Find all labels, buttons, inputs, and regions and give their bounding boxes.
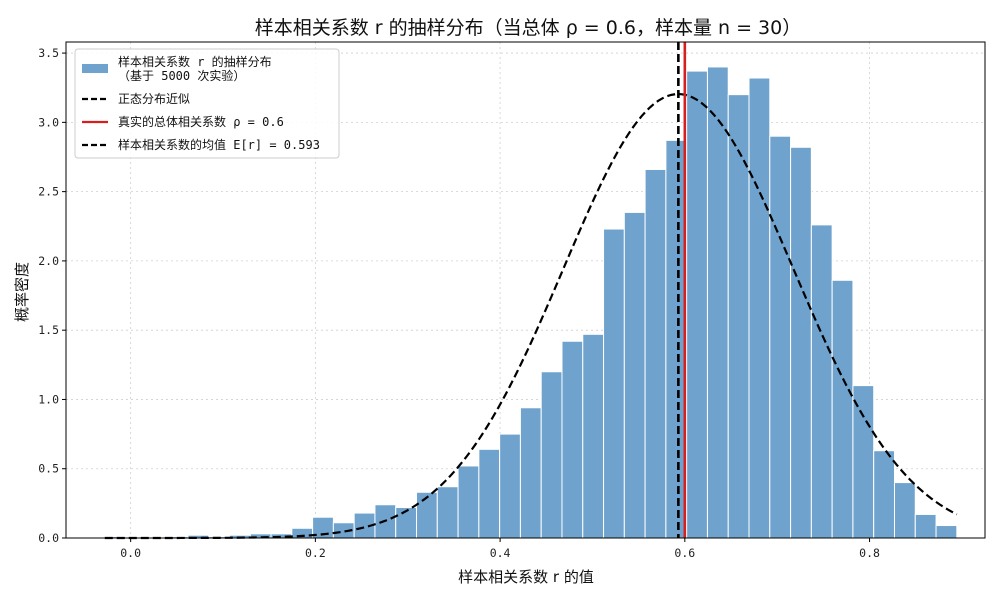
y-tick-label: 2.5 bbox=[38, 185, 59, 199]
histogram-bar bbox=[769, 135, 792, 539]
overlay-lines bbox=[104, 42, 958, 540]
histogram-bar bbox=[748, 77, 771, 539]
histogram-bar bbox=[457, 465, 480, 539]
x-tick-label: 0.2 bbox=[305, 546, 326, 560]
x-tick-label: 0.6 bbox=[674, 546, 695, 560]
y-tick-label: 0.0 bbox=[38, 531, 59, 545]
histogram-bar bbox=[436, 486, 459, 539]
axis-ticks: 0.0 0.2 0.4 0.6 0.8 0.0 0.5 1.0 1.5 2.0 2.5 3.0 3.5 bbox=[38, 46, 880, 560]
legend: 样本相关系数 r 的抽样分布（基于 5000 次实验） 正态分布近似真实的总体相关… bbox=[74, 48, 340, 159]
legend-label-mean-r: 样本相关系数的均值 E[r] = 0.593 bbox=[118, 137, 320, 152]
histogram-bar bbox=[810, 224, 833, 539]
histogram-bar bbox=[831, 279, 854, 539]
chart-title: 样本相关系数 r 的抽样分布（当总体 ρ = 0.6，样本量 n = 30） bbox=[255, 17, 801, 39]
histogram-bar bbox=[914, 513, 937, 539]
y-tick-label: 1.5 bbox=[38, 323, 59, 337]
histogram-bar bbox=[873, 450, 895, 539]
legend-box bbox=[74, 48, 340, 159]
legend-label-normal: 正态分布近似 bbox=[118, 92, 190, 106]
plot-frame bbox=[65, 41, 986, 539]
x-axis-label: 样本相关系数 r 的值 bbox=[458, 568, 594, 586]
histogram-bar bbox=[623, 211, 646, 539]
histogram-bar bbox=[603, 228, 625, 539]
y-tick-label: 0.5 bbox=[38, 462, 59, 476]
y-tick-label: 3.0 bbox=[38, 115, 59, 129]
legend-label-histogram: 样本相关系数 r 的抽样分布 bbox=[118, 54, 272, 69]
histogram-bar bbox=[478, 448, 501, 539]
y-tick-label: 1.0 bbox=[38, 392, 59, 406]
legend-label-true-rho: 真实的总体相关系数 ρ = 0.6 bbox=[118, 114, 284, 129]
histogram-bar bbox=[644, 168, 667, 539]
histogram-bar bbox=[416, 491, 438, 539]
histogram-bar bbox=[540, 371, 563, 539]
histogram-bar bbox=[852, 385, 875, 539]
y-tick-label: 2.0 bbox=[38, 254, 59, 268]
histogram-bar bbox=[790, 146, 812, 539]
x-tick-label: 0.4 bbox=[490, 546, 511, 560]
histogram-bar bbox=[686, 70, 708, 539]
x-tick-label: 0.0 bbox=[120, 546, 141, 560]
y-axis-label: 概率密度 bbox=[13, 262, 31, 322]
histogram-bar bbox=[935, 525, 958, 539]
normal-curve bbox=[104, 92, 958, 540]
x-tick-label: 0.8 bbox=[859, 546, 880, 560]
histogram-bar bbox=[499, 433, 521, 539]
histogram-bar bbox=[582, 333, 605, 539]
histogram-bar bbox=[561, 340, 584, 539]
histogram-bar bbox=[893, 482, 916, 539]
legend-label-histogram: （基于 5000 次实验） bbox=[118, 68, 245, 83]
legend-swatch-histogram bbox=[82, 64, 108, 73]
histogram-bar bbox=[706, 66, 729, 539]
histogram-bar bbox=[519, 407, 542, 539]
y-tick-label: 3.5 bbox=[38, 46, 59, 60]
histogram-bar bbox=[727, 94, 750, 539]
